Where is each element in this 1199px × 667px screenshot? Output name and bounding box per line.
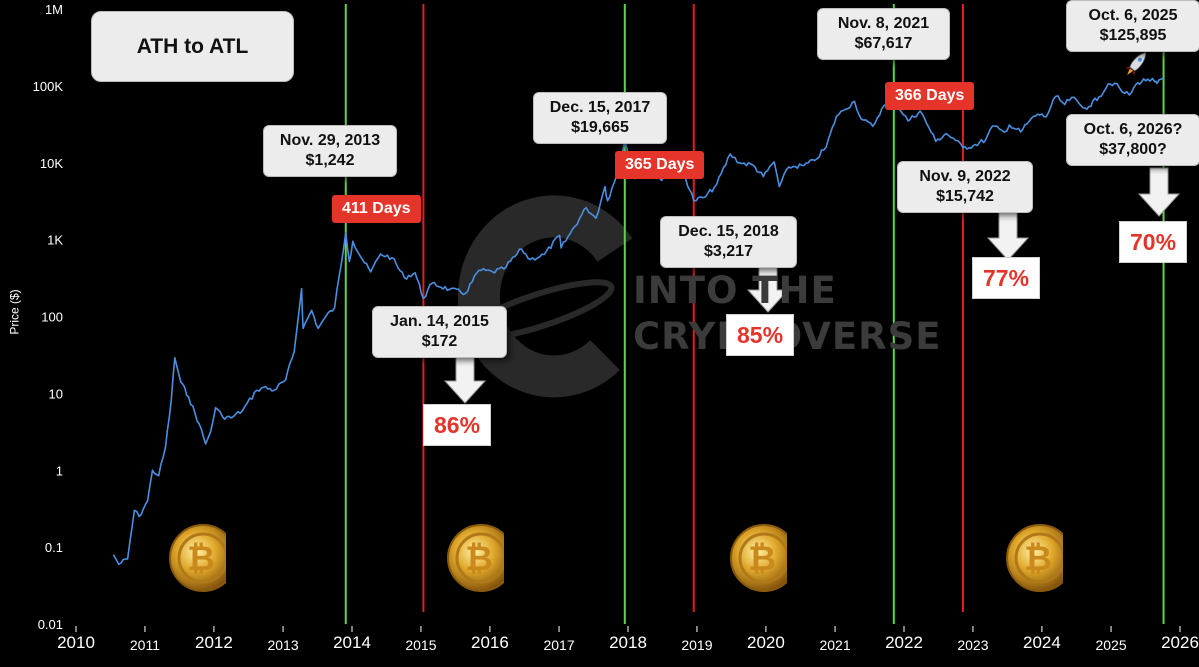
atl-2015-label: Jan. 14, 2015 $172 [372, 306, 507, 358]
x-tick-label: 2012 [195, 633, 233, 652]
x-tick-label: 2010 [57, 633, 95, 652]
down-arrow-icon [443, 354, 487, 404]
y-tick-label: 100 [41, 310, 63, 325]
x-tick-label: 2017 [543, 637, 574, 653]
down-arrow-icon [986, 211, 1030, 261]
down-arrow-icon [746, 263, 790, 313]
x-tick-label: 2013 [267, 637, 298, 653]
drawdown-cycle3: 77% [972, 257, 1041, 299]
x-tick-label: 2026 [1161, 633, 1199, 652]
ath-2025-label: Oct. 6, 2025 $125,895 [1066, 0, 1199, 52]
x-tick-label: 2016 [471, 633, 509, 652]
x-tick-label: 2019 [681, 637, 712, 653]
drawdown-cycle4: 70% [1119, 221, 1188, 263]
x-tick-label: 2014 [333, 633, 371, 652]
days-badge-cycle2: 365 Days [615, 151, 705, 179]
x-tick-label: 2018 [609, 633, 647, 652]
days-badge-cycle1: 411 Days [332, 195, 421, 223]
atl-2018-label: Dec. 15, 2018 $3,217 [660, 216, 797, 268]
svg-text:₿: ₿ [1024, 539, 1052, 579]
y-tick-label: 0.01 [38, 617, 63, 632]
bitcoin-coin-icon: ₿ [447, 524, 504, 592]
y-tick-label: 10K [40, 156, 63, 171]
atl-2022-label: Nov. 9, 2022 $15,742 [897, 161, 1033, 213]
atl-2026-label: Oct. 6, 2026? $37,800? [1066, 114, 1199, 166]
x-tick-label: 2022 [885, 633, 923, 652]
y-tick-label: 1 [56, 463, 63, 478]
down-arrow-icon [1137, 167, 1181, 217]
bitcoin-coin-icon: ₿ [169, 524, 226, 592]
ath-2021-label: Nov. 8, 2021 $67,617 [817, 8, 950, 60]
y-tick-label: 100K [33, 79, 64, 94]
x-tick-label: 2023 [957, 637, 988, 653]
x-tick-label: 2011 [130, 637, 160, 653]
drawdown-cycle2: 85% [726, 314, 795, 356]
x-tick-label: 2025 [1095, 637, 1126, 653]
ath-2013-label: Nov. 29, 2013 $1,242 [263, 125, 397, 177]
bitcoin-coin-icon: ₿ [1006, 524, 1063, 592]
drawdown-cycle1: 86% [423, 404, 492, 446]
x-tick-label: 2024 [1023, 633, 1061, 652]
x-tick-label: 2015 [405, 637, 436, 653]
y-tick-label: 10 [49, 386, 63, 401]
y-tick-label: 0.1 [45, 540, 63, 555]
svg-text:₿: ₿ [187, 539, 215, 579]
y-axis-label: Price ($) [7, 289, 22, 335]
rocket-icon [1125, 52, 1147, 76]
y-tick-label: 1K [47, 233, 63, 248]
days-badge-cycle3: 366 Days [885, 82, 975, 110]
cycle-lines [344, 4, 1165, 624]
bitcoin-coin-icon: ₿ [730, 524, 787, 592]
ath-2017-label: Dec. 15, 2017 $19,665 [533, 92, 667, 144]
chart-title: ATH to ATL [91, 11, 294, 82]
x-tick-label: 2020 [747, 633, 785, 652]
y-tick-label: 1M [45, 2, 63, 17]
x-tick-label: 2021 [819, 637, 850, 653]
svg-text:₿: ₿ [465, 539, 493, 579]
svg-text:₿: ₿ [748, 539, 776, 579]
